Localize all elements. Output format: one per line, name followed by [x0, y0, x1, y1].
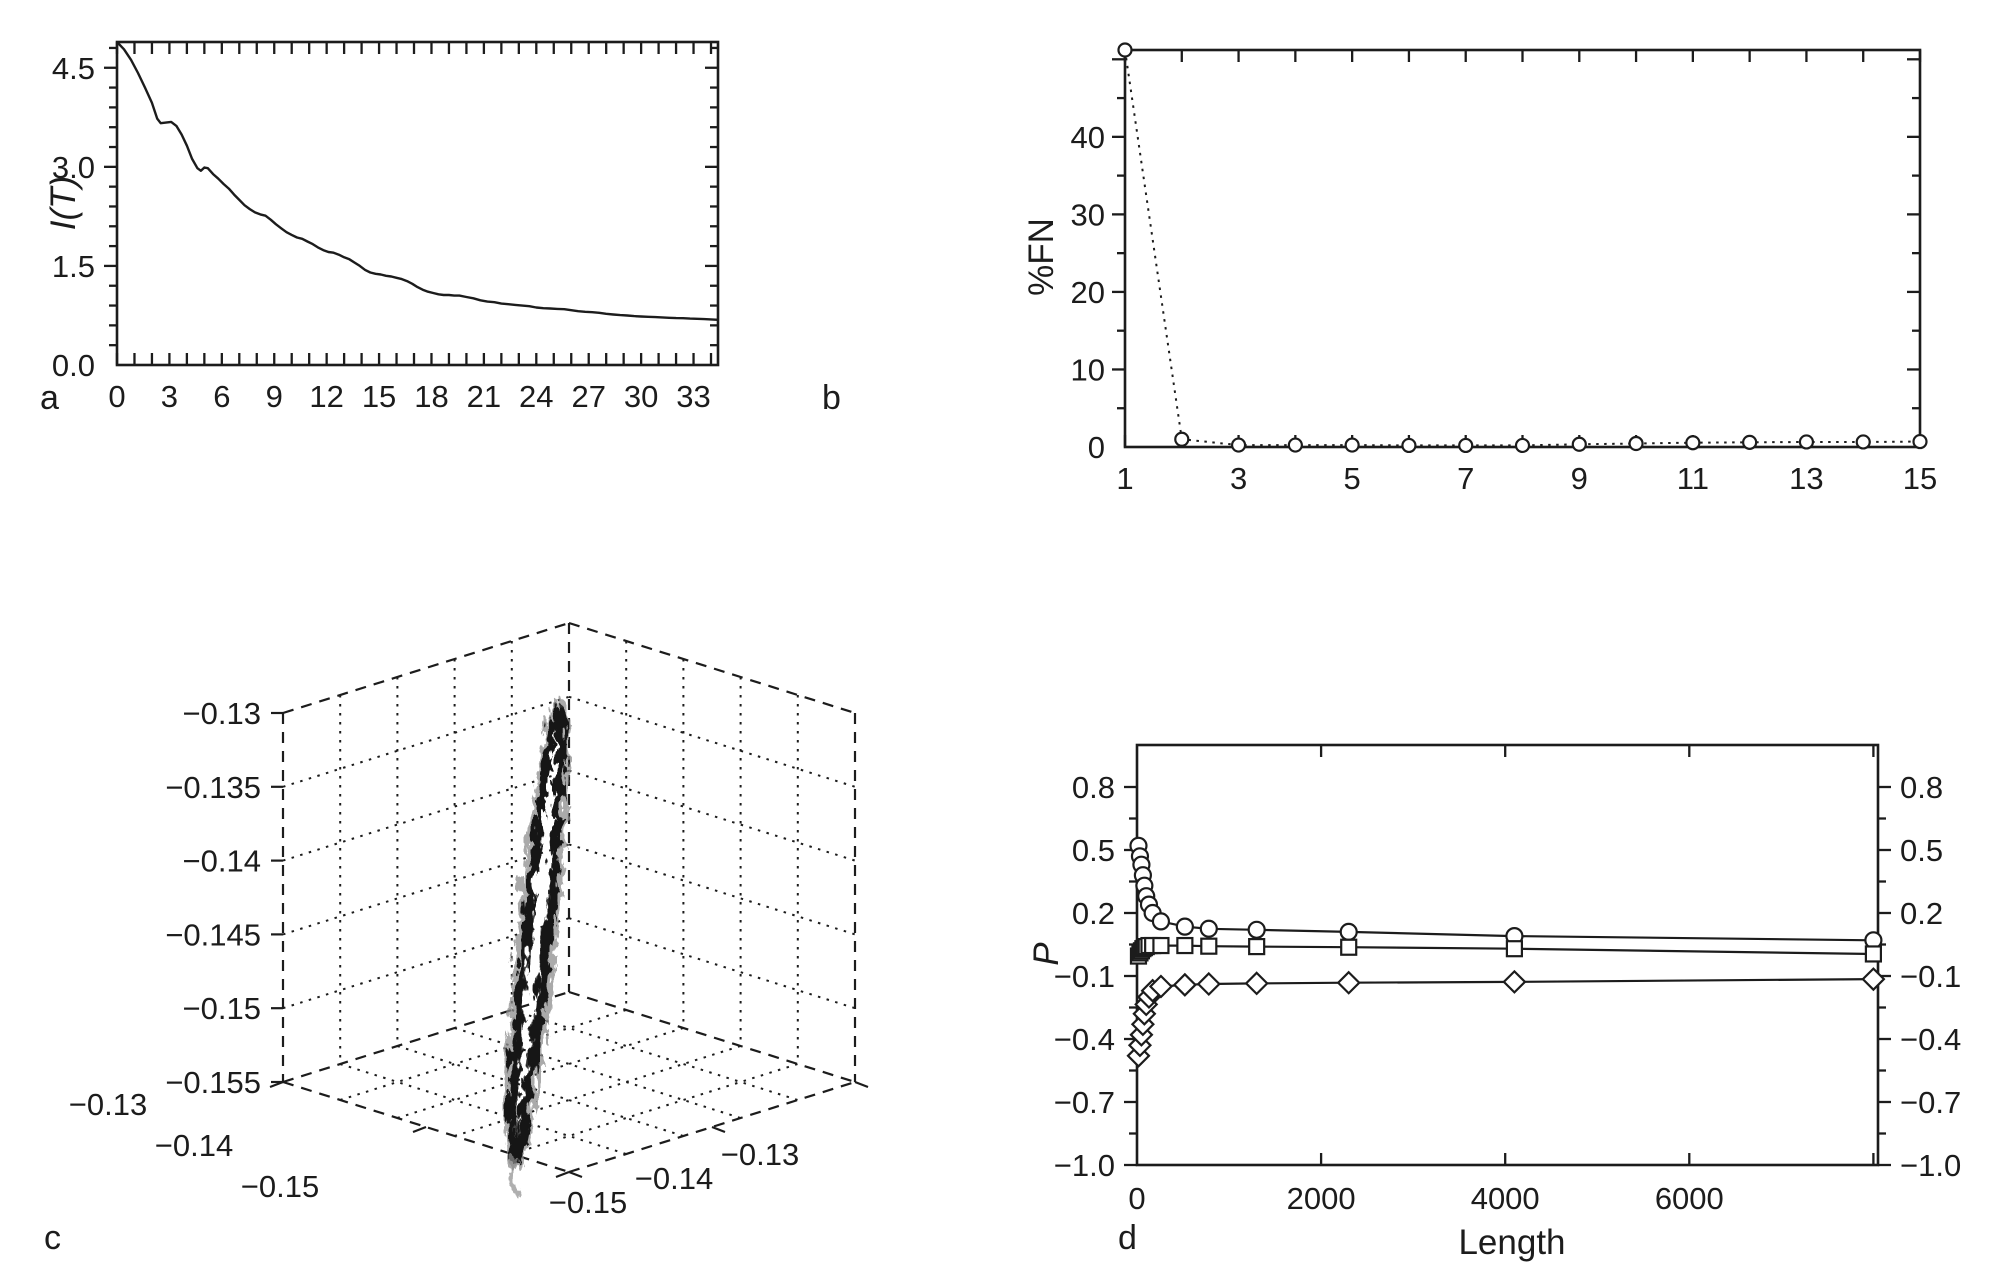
svg-text:15: 15	[1903, 461, 1937, 496]
svg-text:−0.4: −0.4	[1900, 1022, 1961, 1057]
svg-text:0.8: 0.8	[1072, 770, 1115, 805]
panel-d-plot: 0 2000 4000 6000 −1.0 −1.0 −0.7 −0.7 −0.4 −0.4 −0.…	[1054, 743, 1961, 1216]
panel-a-ylabel: I(T)	[44, 175, 83, 231]
svg-text:12: 12	[309, 379, 343, 414]
svg-text:0.8: 0.8	[1900, 770, 1943, 805]
svg-text:3: 3	[161, 379, 178, 414]
svg-text:20: 20	[1071, 275, 1105, 310]
svg-text:−0.15: −0.15	[241, 1169, 319, 1204]
svg-text:0.5: 0.5	[1900, 833, 1943, 868]
svg-text:−0.145: −0.145	[165, 917, 261, 952]
panel-d-letter: d	[1118, 1219, 1137, 1257]
svg-text:7: 7	[1457, 461, 1474, 496]
svg-text:11: 11	[1677, 461, 1709, 496]
svg-text:0: 0	[1088, 430, 1105, 465]
svg-text:1: 1	[1116, 461, 1133, 496]
svg-text:−1.0: −1.0	[1900, 1148, 1961, 1183]
svg-text:−0.13: −0.13	[69, 1087, 147, 1122]
svg-text:4.5: 4.5	[52, 51, 95, 86]
svg-text:5: 5	[1344, 461, 1361, 496]
svg-text:6000: 6000	[1655, 1181, 1724, 1216]
svg-text:30: 30	[624, 379, 658, 414]
svg-text:−0.15: −0.15	[549, 1185, 627, 1220]
panel-a-plot: 0 3 6 9 12 15 18 21 24 27 30 33 0.0 1.5 3.0 4.5	[52, 40, 720, 414]
svg-text:9: 9	[266, 379, 283, 414]
svg-text:1.5: 1.5	[52, 249, 95, 284]
svg-text:40: 40	[1071, 120, 1105, 155]
svg-text:−0.13: −0.13	[721, 1137, 799, 1172]
svg-text:33: 33	[676, 379, 710, 414]
svg-text:27: 27	[571, 379, 605, 414]
svg-text:−0.14: −0.14	[635, 1161, 713, 1196]
panel-d-ylabel: P	[1027, 942, 1066, 966]
svg-text:4000: 4000	[1471, 1181, 1540, 1216]
panel-a-letter: a	[40, 379, 59, 417]
svg-text:6: 6	[213, 379, 230, 414]
svg-text:−0.15: −0.15	[183, 991, 261, 1026]
svg-text:−1.0: −1.0	[1054, 1148, 1115, 1183]
svg-text:2000: 2000	[1287, 1181, 1356, 1216]
svg-text:−0.4: −0.4	[1054, 1022, 1115, 1057]
svg-text:−0.155: −0.155	[165, 1065, 261, 1100]
svg-text:18: 18	[414, 379, 448, 414]
svg-text:0: 0	[1128, 1181, 1145, 1216]
svg-text:−0.13: −0.13	[183, 696, 261, 731]
svg-text:3: 3	[1230, 461, 1247, 496]
svg-text:0.0: 0.0	[52, 348, 95, 383]
svg-text:0.5: 0.5	[1072, 833, 1115, 868]
svg-text:0: 0	[108, 379, 125, 414]
svg-text:−0.1: −0.1	[1900, 959, 1961, 994]
svg-text:30: 30	[1071, 197, 1105, 232]
svg-text:10: 10	[1071, 352, 1105, 387]
svg-text:9: 9	[1571, 461, 1588, 496]
svg-text:−0.7: −0.7	[1054, 1085, 1115, 1120]
panel-b-ylabel: %FN	[1022, 218, 1061, 296]
panel-c-letter: c	[44, 1219, 61, 1257]
svg-text:−0.14: −0.14	[183, 844, 261, 879]
svg-text:0.2: 0.2	[1072, 896, 1115, 931]
svg-text:−0.1: −0.1	[1054, 959, 1115, 994]
svg-text:15: 15	[362, 379, 396, 414]
svg-text:21: 21	[467, 379, 501, 414]
svg-text:3.0: 3.0	[52, 150, 95, 185]
panel-b-letter: b	[822, 379, 841, 417]
svg-text:0.2: 0.2	[1900, 896, 1943, 931]
svg-text:−0.14: −0.14	[155, 1128, 233, 1163]
svg-text:−0.135: −0.135	[165, 770, 261, 805]
panel-c-plot: −0.13−0.135−0.14−0.145−0.15−0.155−0.13−0…	[69, 621, 869, 1220]
panel-d-xlabel: Length	[1458, 1223, 1566, 1262]
svg-text:24: 24	[519, 379, 553, 414]
svg-text:−0.7: −0.7	[1900, 1085, 1961, 1120]
svg-text:13: 13	[1789, 461, 1823, 496]
